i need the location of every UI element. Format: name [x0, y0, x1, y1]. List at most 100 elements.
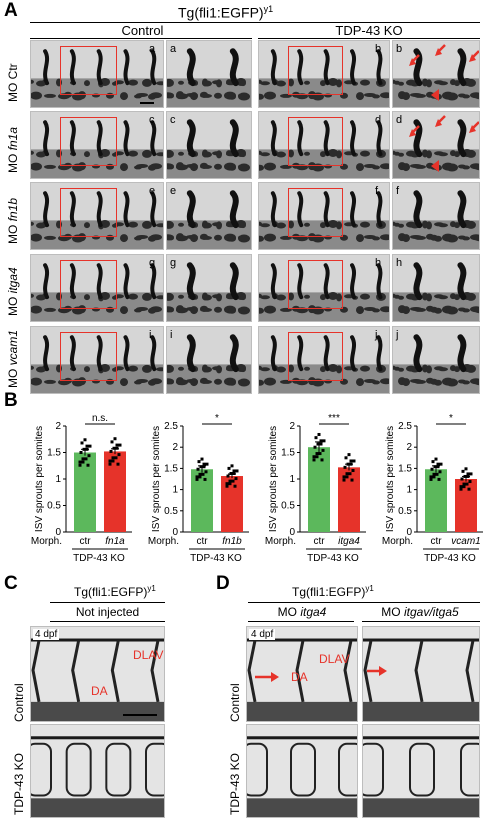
panel-c-image-ko: [30, 724, 165, 818]
data-point: [234, 477, 238, 481]
arrowhead-icon: [409, 129, 416, 137]
data-point: [312, 455, 316, 459]
data-point: [231, 479, 235, 483]
header-ko-rule: [258, 38, 480, 39]
significance-label: *: [215, 413, 219, 424]
data-point: [232, 471, 236, 475]
data-point: [83, 438, 87, 442]
panel-d-dpf-label: 4 dpf: [249, 629, 276, 640]
chart-1: 0 0.5 1 1.5 2 ISV sprouts per somites ctr fn1a n…: [31, 400, 150, 570]
group-label: TDP-43 KO: [73, 553, 125, 564]
y-tick-label: 1.5: [47, 448, 61, 459]
chart-svg: 0 0.5 1 1.5 2 ISV sprouts per somites ctr itga4…: [265, 413, 366, 564]
data-point: [320, 458, 324, 462]
dlav-label: DLAV: [319, 652, 349, 666]
zoom-region-box: [288, 332, 344, 382]
panel-c-row-control: Control: [12, 683, 26, 722]
data-point: [204, 470, 208, 474]
bar: [191, 469, 213, 532]
micrograph-row2-col1: c: [30, 111, 164, 179]
y-tick-label: 0: [289, 527, 295, 538]
morph-label: Morph.: [148, 536, 179, 547]
panel-c-row-ko: TDP-43 KO: [12, 752, 26, 815]
data-point: [315, 455, 319, 459]
zoom-region-box: [60, 117, 117, 167]
y-tick-label: 1: [55, 474, 61, 485]
category-label: fn1b: [222, 536, 242, 547]
sub-panel-letter: e: [170, 185, 177, 197]
data-point: [202, 465, 206, 469]
arrowhead-icon: [409, 58, 416, 66]
data-point: [467, 487, 471, 491]
panel-c-header-rule: [50, 621, 165, 622]
y-tick-label: 0: [55, 527, 61, 538]
data-point: [432, 472, 436, 476]
bar: [221, 476, 243, 532]
data-point: [322, 439, 326, 443]
y-tick-label: 2.5: [164, 421, 178, 432]
data-point: [436, 465, 440, 469]
data-point: [233, 484, 237, 488]
panel-c-header: Not injected: [75, 605, 140, 619]
significance-label: ***: [328, 413, 340, 424]
data-point: [437, 477, 441, 481]
header-control: Control: [121, 23, 164, 38]
bar: [104, 451, 126, 532]
panel-d-row-control: Control: [228, 683, 242, 722]
data-point: [81, 460, 85, 464]
data-point: [111, 459, 115, 463]
data-point: [347, 453, 351, 457]
data-point: [230, 464, 234, 468]
scale-bar: [140, 102, 154, 104]
sub-panel-letter: c: [149, 114, 155, 126]
data-point: [349, 462, 353, 466]
data-point: [197, 460, 201, 464]
bar: [74, 452, 96, 532]
category-label: vcam1: [451, 536, 480, 547]
data-point: [108, 462, 112, 466]
y-tick-label: 0.5: [398, 506, 412, 517]
micrograph-row4-col1: g: [30, 254, 164, 322]
chart-svg: 0 0.5 1 1.5 2 ISV sprouts per somites ctr fn1a n…: [31, 413, 132, 564]
panel-d-image-itgav-control: [362, 626, 480, 722]
data-point: [439, 462, 443, 466]
category-label: ctr: [430, 536, 442, 547]
chart-4: 0 0.5 1 1.5 2 2.5 ISV sprouts per somites ctr vc…: [382, 400, 484, 570]
red-arrowhead-icon: [431, 89, 439, 101]
data-point: [346, 462, 350, 466]
category-label: fn1a: [105, 536, 125, 547]
data-point: [352, 459, 356, 463]
group-label: TDP-43 KO: [424, 553, 476, 564]
data-point: [88, 444, 92, 448]
micrograph-row2-col4: d: [392, 111, 480, 179]
data-point: [115, 443, 119, 447]
morph-label: Morph.: [31, 536, 62, 547]
panel-d-title: Tg(fli1:EGFP)y1: [292, 584, 374, 599]
data-point: [318, 452, 322, 456]
micrograph-row3-col3: f: [258, 182, 390, 250]
da-label: DA: [291, 670, 308, 684]
y-tick-label: 1: [289, 474, 295, 485]
micrograph-row5-col3: j: [258, 326, 390, 394]
micrograph-row3-col1: e: [30, 182, 164, 250]
panel-d-row-ko: TDP-43 KO: [228, 752, 242, 815]
data-point: [469, 472, 473, 476]
micrograph-row3-col4: f: [392, 182, 480, 250]
data-point: [349, 459, 353, 463]
micrograph-row4-col3: h: [258, 254, 390, 322]
zoom-region-box: [288, 260, 344, 310]
data-point: [86, 463, 90, 467]
data-point: [81, 457, 85, 461]
sub-panel-letter: j: [396, 329, 399, 341]
row-label-fn1b: MO fn1b: [6, 197, 20, 244]
panel-d-header-itga4: MO itga4: [277, 605, 327, 619]
significance-label: *: [449, 413, 453, 424]
data-point: [229, 471, 233, 475]
data-point: [435, 472, 439, 476]
panel-c-dpf-label: 4 dpf: [33, 629, 60, 640]
morph-label: Morph.: [265, 536, 296, 547]
sub-panel-letter: d: [396, 114, 403, 126]
arrowhead-icon: [379, 666, 387, 676]
morph-label: Morph.: [382, 536, 413, 547]
